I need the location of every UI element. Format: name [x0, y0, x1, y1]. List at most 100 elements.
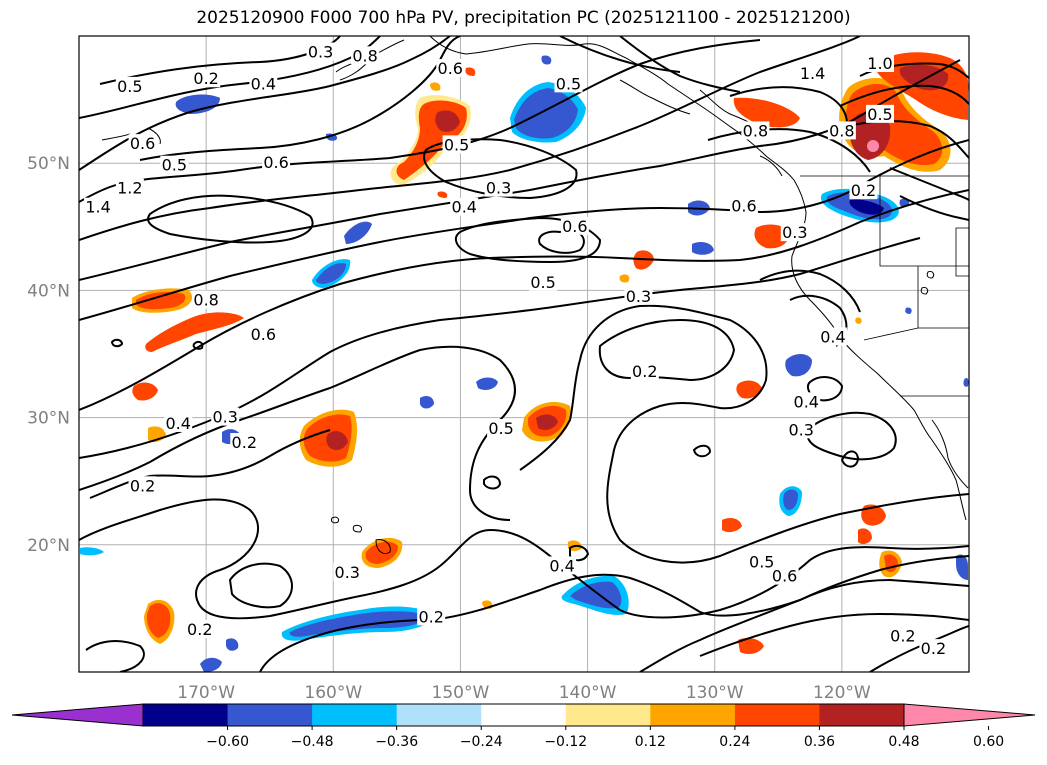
- contour-label: 0.2: [187, 620, 212, 639]
- contour-label-bg: [436, 59, 465, 78]
- contour-label: 0.6: [731, 196, 756, 215]
- contour-label-bg: [128, 134, 157, 153]
- colorbar-extend-high: [903, 703, 1036, 727]
- contour-label-bg: [115, 178, 144, 197]
- contour-label-bg: [262, 153, 291, 172]
- contour-label-bg: [192, 69, 221, 88]
- contour-label: 0.4: [549, 556, 574, 575]
- contour-label-bg: [487, 419, 516, 438]
- map-frame: [78, 35, 970, 673]
- contour-label: 0.5: [488, 419, 513, 438]
- contour-label-bg: [249, 324, 278, 343]
- contour-label: 0.3: [788, 420, 813, 439]
- contour-label: 0.2: [130, 476, 155, 495]
- gridlines: [79, 36, 969, 672]
- contour-label-bg: [442, 135, 471, 154]
- colorbar-tick-label: 0.36: [804, 734, 835, 750]
- contour-label: 0.5: [556, 74, 581, 93]
- contour-label: 1.4: [85, 198, 110, 217]
- contour-label-bg: [211, 407, 240, 426]
- contour-label-bg: [798, 64, 827, 83]
- colorbar-segment: [481, 704, 567, 726]
- colorbar-tick-label: −0.36: [375, 734, 418, 750]
- contour-label: 0.4: [165, 414, 190, 433]
- contour-label-bg: [818, 327, 847, 346]
- contour-label: 0.6: [438, 59, 463, 78]
- colorbar-tick-label: −0.60: [206, 734, 249, 750]
- map-title: 2025120900 F000 700 hPa PV, precipitatio…: [196, 8, 851, 28]
- colorbar-segment: [143, 704, 229, 726]
- contour-label: 0.3: [308, 43, 333, 62]
- colorbar-extend-low: [11, 703, 144, 727]
- contour-label: 0.4: [794, 392, 819, 411]
- contour-label-bg: [630, 361, 659, 380]
- contour-label: 0.6: [130, 134, 155, 153]
- contour-label-bg: [484, 178, 513, 197]
- lon-tick-label: 130°W: [686, 683, 744, 703]
- contour-label-bg: [919, 639, 948, 658]
- contour-label-bg: [192, 290, 221, 309]
- contour-label-bg: [249, 74, 278, 93]
- contour-label: 0.2: [851, 181, 876, 200]
- lon-tick-label: 140°W: [559, 683, 617, 703]
- contour-label-bg: [84, 197, 113, 216]
- contour-label: 0.8: [193, 291, 218, 310]
- contour-label-bg: [770, 566, 799, 585]
- contour-label: 0.6: [772, 567, 797, 586]
- colorbar-tick-label: 0.48: [888, 734, 919, 750]
- contour-label-bg: [306, 42, 335, 61]
- contour-label-bg: [160, 155, 189, 174]
- contour-label: 0.3: [626, 287, 651, 306]
- contour-label: 0.8: [743, 121, 768, 140]
- contour-label-bg: [866, 104, 894, 123]
- longitude-labels: 170°W 160°W 150°W 140°W 130°W 120°W: [177, 683, 871, 703]
- contour-label: 0.6: [251, 325, 276, 344]
- contour-label: 0.2: [890, 626, 915, 645]
- colorbar-segment: [565, 704, 651, 726]
- contour-label: 0.4: [251, 74, 276, 93]
- contour-label: 0.2: [193, 69, 218, 88]
- colorbar-segment: [734, 704, 820, 726]
- contour-labels: 0.2 0.40.3 0.80.60.50.50.60.51.21.40.60.50…: [84, 42, 948, 658]
- contour-label-bg: [624, 286, 653, 305]
- lon-tick-label: 120°W: [813, 683, 871, 703]
- contour-label: 0.3: [335, 563, 360, 582]
- lat-tick-label: 50°N: [27, 154, 70, 174]
- contour-label-bg: [128, 476, 157, 495]
- contour-label: 0.3: [782, 223, 807, 242]
- contour-label-bg: [548, 556, 577, 575]
- contour-label: 0.2: [921, 639, 946, 658]
- contour-label-bg: [787, 420, 816, 439]
- lat-tick-label: 20°N: [27, 536, 70, 556]
- contour-label: 0.2: [632, 362, 657, 381]
- contour-label: 0.4: [820, 327, 845, 346]
- contour-label: 0.5: [749, 553, 774, 572]
- contour-label-bg: [351, 46, 380, 65]
- contour-label-bg: [115, 76, 144, 95]
- contour-label: 0.5: [444, 135, 469, 154]
- contour-label: 0.2: [418, 607, 443, 626]
- contour-label-bg: [554, 74, 583, 93]
- contour-label: 0.2: [232, 433, 257, 452]
- contour-label: 0.3: [212, 408, 237, 427]
- contour-label: 0.8: [352, 46, 377, 65]
- contour-label-bg: [450, 197, 479, 216]
- contour-label-bg: [560, 216, 589, 235]
- colorbar-tick-label: 0.60: [973, 734, 1004, 750]
- contour-label-bg: [849, 181, 878, 200]
- contour-label-bg: [529, 272, 558, 291]
- contour-label: 1.4: [800, 64, 825, 83]
- colorbar-tick-label: −0.48: [291, 734, 334, 750]
- contour-label-bg: [888, 626, 917, 645]
- colorbar-frame: [142, 703, 905, 727]
- lon-tick-label: 150°W: [432, 683, 490, 703]
- political-borders: [800, 175, 969, 397]
- colorbar-tick-label: −0.24: [460, 734, 503, 750]
- contour-label-bg: [230, 433, 259, 452]
- lon-tick-label: 160°W: [304, 683, 362, 703]
- contour-label-bg: [185, 620, 214, 639]
- contour-label-bg: [333, 562, 362, 581]
- latitude-labels: 20°N 30°N 40°N 50°N: [27, 154, 70, 556]
- contour-label: 1.0: [867, 54, 892, 73]
